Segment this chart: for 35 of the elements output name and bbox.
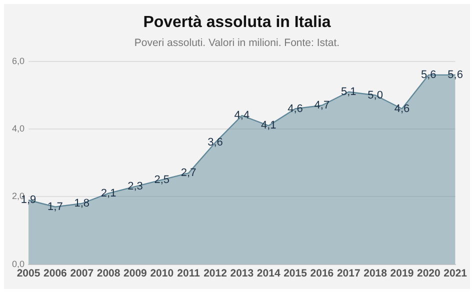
data-label: 4,1: [260, 120, 276, 132]
data-label: 4,7: [314, 99, 330, 112]
data-label: 5,0: [368, 89, 383, 102]
x-tick-label: 2014: [256, 268, 280, 280]
x-tick-label: 2018: [364, 268, 388, 280]
data-label: 1,8: [74, 198, 90, 210]
data-label: 2,7: [180, 167, 196, 180]
data-label: 4,6: [288, 102, 303, 115]
x-tick-label: 2009: [124, 268, 148, 280]
data-label: 3,6: [208, 136, 223, 149]
chart-subtitle: Poveri assoluti. Valori in milioni. Fonte: Istat.: [133, 37, 341, 49]
x-tick-label: 2021: [444, 268, 468, 280]
x-tick-label: 2008: [96, 268, 120, 280]
data-label: 2,1: [100, 187, 116, 200]
data-label: 5,6: [448, 68, 463, 81]
y-tick-label: 4,0: [12, 124, 25, 134]
x-tick-label: 2020: [416, 268, 440, 280]
x-tick-label: 2012: [204, 268, 228, 280]
data-label: 2,3: [128, 180, 143, 193]
x-tick-label: 2013: [230, 268, 254, 280]
x-tick-label: 2015: [284, 268, 308, 280]
y-tick-label: 6,0: [12, 56, 25, 66]
x-tick-label: 2017: [336, 268, 360, 280]
x-tick-label: 2005: [16, 268, 40, 280]
data-label: 1,7: [48, 200, 63, 213]
x-tick-label: 2019: [390, 268, 414, 280]
x-tick-label: 2007: [70, 268, 94, 280]
x-tick-label: 2011: [177, 268, 200, 280]
x-tick-label: 2006: [44, 268, 68, 280]
x-tick-label: 2010: [150, 268, 174, 280]
data-label: 2,5: [154, 174, 170, 186]
y-tick-label: 0,0: [12, 258, 25, 269]
x-tick-label: 2016: [310, 268, 334, 280]
data-label: 4,6: [394, 102, 410, 115]
chart-title: Povertà assoluta in Italia: [142, 14, 332, 32]
